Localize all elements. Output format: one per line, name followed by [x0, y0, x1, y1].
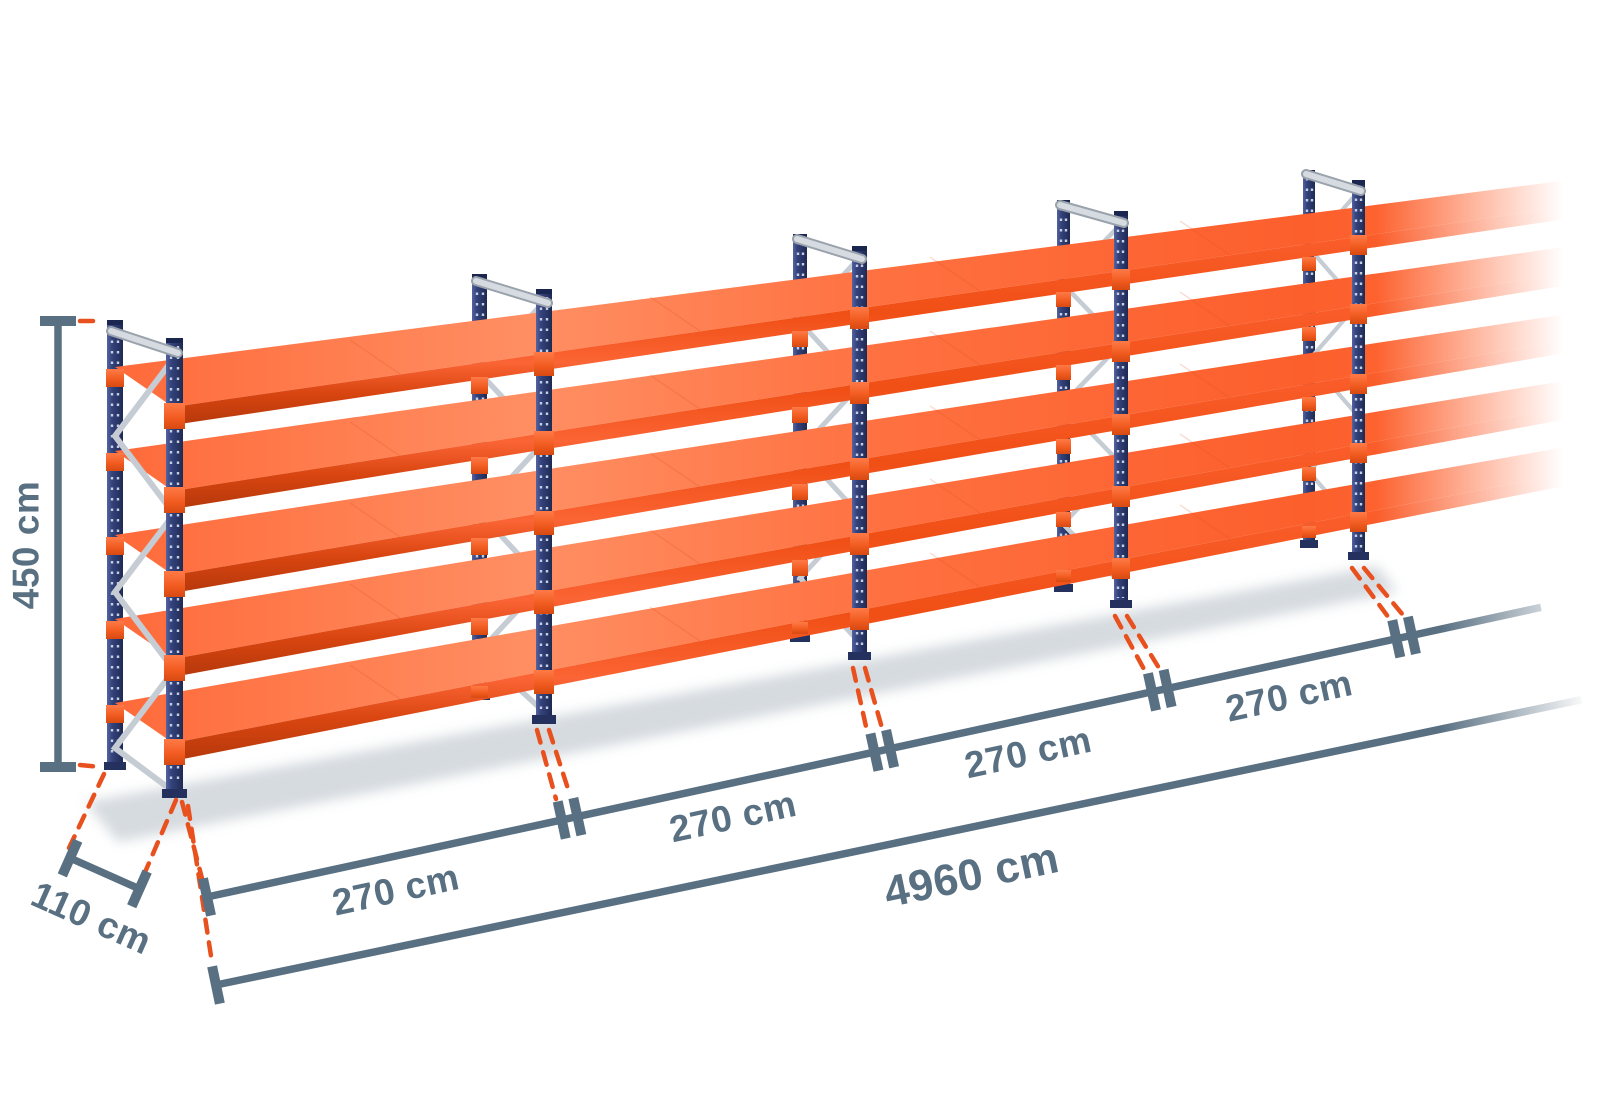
height-dimension-label: 450 cm [6, 481, 47, 610]
rack-illustration [85, 169, 1600, 842]
frame-top-ties [106, 169, 1366, 358]
front-upright-beam-clips [164, 235, 1367, 765]
total-length-dimension-label: 4960 cm [880, 833, 1063, 917]
floor-shadow [85, 566, 1398, 842]
dimension-height: 450 cm [6, 316, 76, 772]
frame-braces-end [110, 355, 178, 795]
back-upright-beam-clips [106, 257, 1316, 723]
